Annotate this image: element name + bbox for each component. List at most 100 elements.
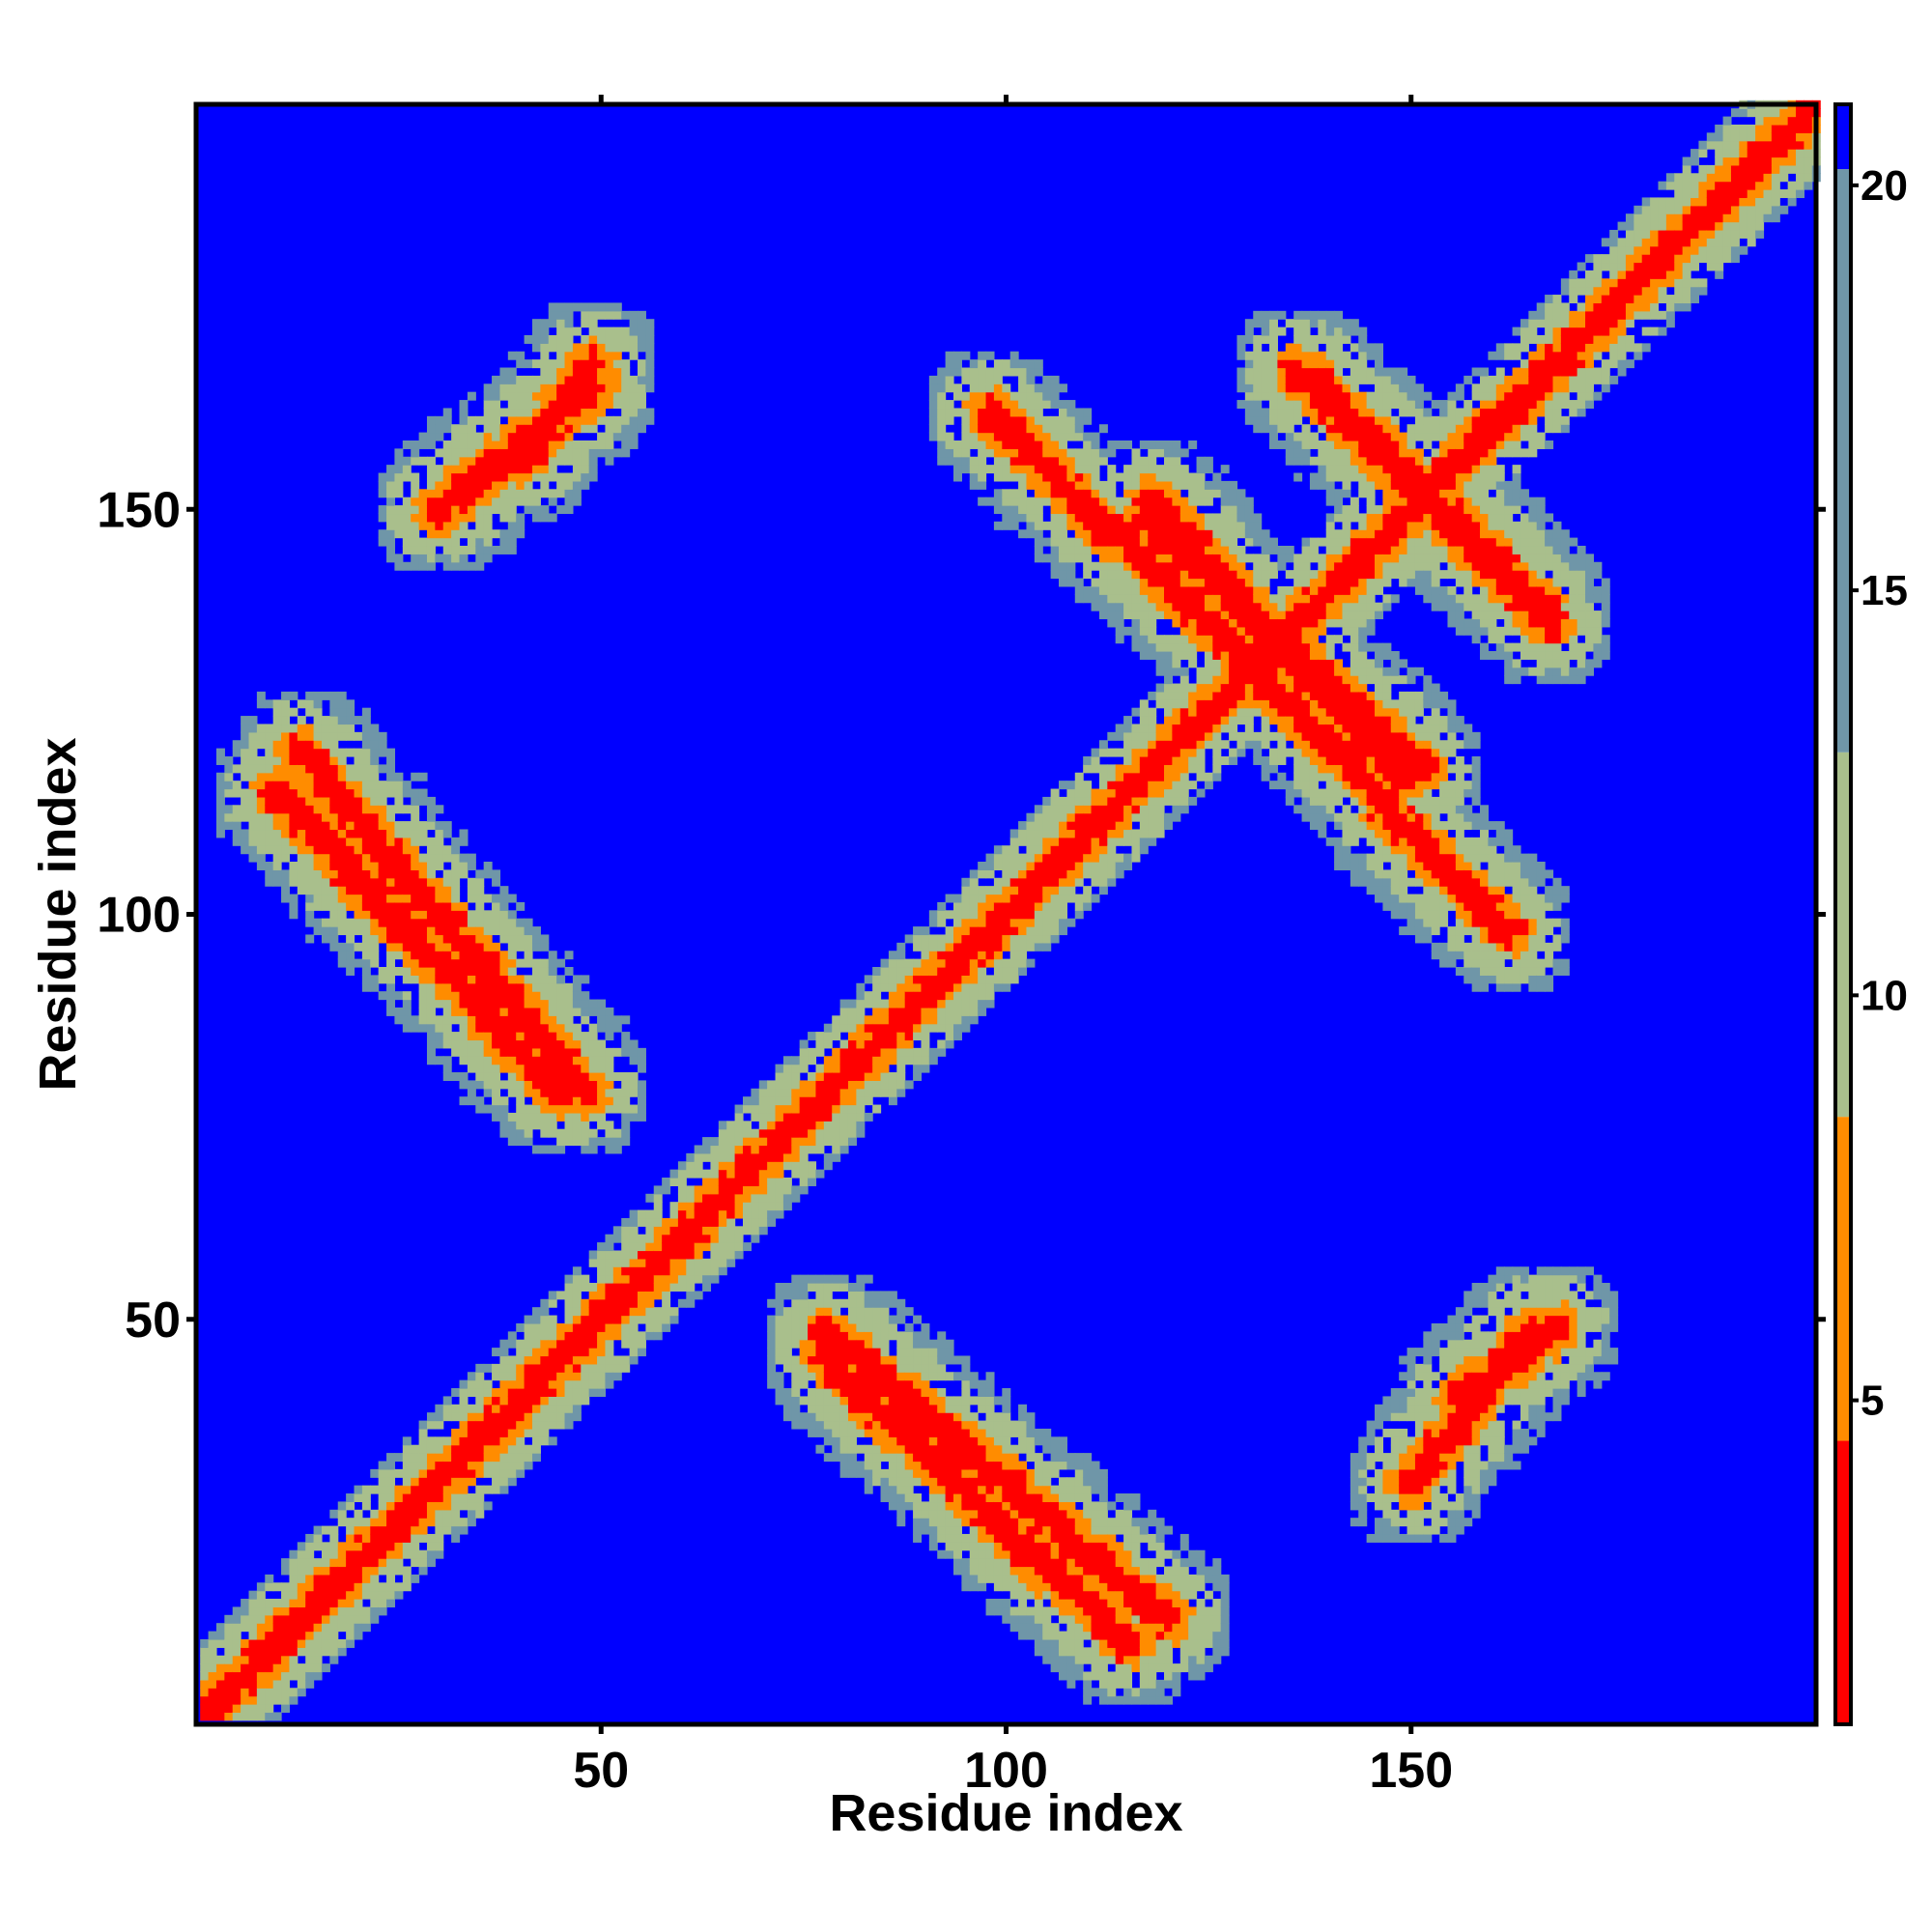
heatmap-cell — [1034, 910, 1043, 920]
heatmap-cell — [281, 1647, 291, 1657]
heatmap-cell — [361, 829, 371, 838]
heatmap-cell — [808, 1315, 817, 1324]
heatmap-cell — [411, 554, 420, 563]
heatmap-cell — [281, 869, 291, 879]
heatmap-cell — [556, 1104, 566, 1114]
heatmap-cell — [953, 1549, 962, 1559]
heatmap-cell — [354, 862, 363, 870]
heatmap-cell — [475, 1047, 485, 1057]
heatmap-cell — [928, 432, 938, 441]
heatmap-cell — [1026, 1444, 1036, 1454]
heatmap-cell — [888, 1072, 897, 1081]
heatmap-cell — [492, 951, 501, 960]
heatmap-cell — [677, 1242, 687, 1252]
heatmap-cell — [531, 1056, 541, 1065]
heatmap-cell — [564, 1039, 574, 1049]
heatmap-cell — [265, 812, 274, 822]
heatmap-cell — [921, 951, 930, 960]
heatmap-cell — [969, 958, 979, 968]
heatmap-cell — [969, 1444, 979, 1454]
heatmap-cell — [241, 788, 250, 798]
heatmap-cell — [782, 1161, 792, 1171]
heatmap-cell — [354, 755, 363, 765]
heatmap-cell — [540, 1404, 550, 1413]
heatmap-cell — [492, 497, 501, 506]
heatmap-cell — [775, 1291, 784, 1300]
heatmap-cell — [224, 755, 234, 765]
heatmap-cell — [516, 1015, 526, 1025]
heatmap-cell — [531, 1436, 541, 1446]
heatmap-cell — [281, 691, 291, 700]
heatmap-cell — [232, 805, 242, 814]
heatmap-cell — [411, 561, 420, 571]
heatmap-cell — [402, 545, 412, 554]
heatmap-cell — [694, 1161, 703, 1171]
heatmap-cell — [1002, 1558, 1011, 1568]
heatmap-cell — [483, 991, 493, 1001]
heatmap-cell — [524, 1007, 533, 1016]
heatmap-cell — [612, 1298, 622, 1308]
heatmap-cell — [621, 1258, 631, 1267]
heatmap-cell — [993, 1493, 1003, 1503]
heatmap-cell — [872, 1339, 882, 1349]
heatmap-cell — [839, 1322, 849, 1332]
heatmap-cell — [978, 934, 987, 944]
heatmap-cell — [581, 999, 590, 1009]
heatmap-cell — [564, 367, 574, 377]
heatmap-cell — [459, 1477, 469, 1487]
heatmap-cell — [734, 1178, 744, 1186]
heatmap-cell — [662, 1234, 671, 1243]
heatmap-cell — [531, 991, 541, 1001]
heatmap-cell — [442, 934, 452, 944]
heatmap-cell — [880, 1039, 890, 1049]
heatmap-cell — [791, 1169, 801, 1179]
heatmap-cell — [993, 1542, 1003, 1551]
heatmap-cell — [507, 505, 517, 515]
heatmap-cell — [556, 1363, 566, 1373]
heatmap-cell — [1026, 958, 1036, 968]
heatmap-cell — [442, 1039, 452, 1049]
heatmap-cell — [418, 1566, 428, 1576]
heatmap-cell — [1066, 1566, 1076, 1576]
heatmap-cell — [767, 1193, 777, 1203]
heatmap-cell — [856, 1032, 866, 1041]
heatmap-cell — [847, 1307, 857, 1317]
heatmap-cell — [1018, 408, 1028, 417]
heatmap-cell — [572, 351, 582, 360]
heatmap-cell — [329, 1606, 339, 1616]
heatmap-cell — [767, 1096, 777, 1106]
heatmap-cell — [256, 1695, 266, 1705]
heatmap-cell — [856, 1348, 866, 1357]
heatmap-cell — [677, 1283, 687, 1292]
heatmap-cell — [467, 1056, 476, 1065]
heatmap-cell — [937, 1007, 947, 1016]
heatmap-cell — [581, 991, 590, 1001]
heatmap-cell — [289, 1663, 298, 1673]
heatmap-cell — [1066, 1518, 1076, 1527]
heatmap-cell — [531, 334, 541, 344]
heatmap-cell — [321, 926, 330, 936]
heatmap-cell — [386, 877, 396, 887]
heatmap-cell — [426, 837, 436, 846]
heatmap-cell — [516, 1404, 526, 1413]
heatmap-cell — [531, 343, 541, 353]
heatmap-cell — [370, 788, 380, 798]
heatmap-cell — [581, 1322, 590, 1332]
heatmap-cell — [1002, 1518, 1011, 1527]
heatmap-cell — [572, 440, 582, 449]
heatmap-cell — [815, 1104, 825, 1114]
heatmap-cell — [847, 1032, 857, 1041]
heatmap-cell — [459, 942, 469, 952]
heatmap-cell — [767, 1372, 777, 1381]
heatmap-cell — [799, 1121, 809, 1130]
heatmap-cell — [888, 1412, 897, 1422]
heatmap-cell — [856, 1339, 866, 1349]
heatmap-cell — [653, 1322, 663, 1332]
heatmap-cell — [1066, 821, 1076, 831]
heatmap-cell — [1042, 375, 1052, 384]
heatmap-cell — [953, 934, 962, 944]
heatmap-cell — [346, 1599, 355, 1608]
heatmap-cell — [1074, 1461, 1084, 1470]
heatmap-cell — [978, 480, 987, 490]
heatmap-cell — [321, 788, 330, 798]
